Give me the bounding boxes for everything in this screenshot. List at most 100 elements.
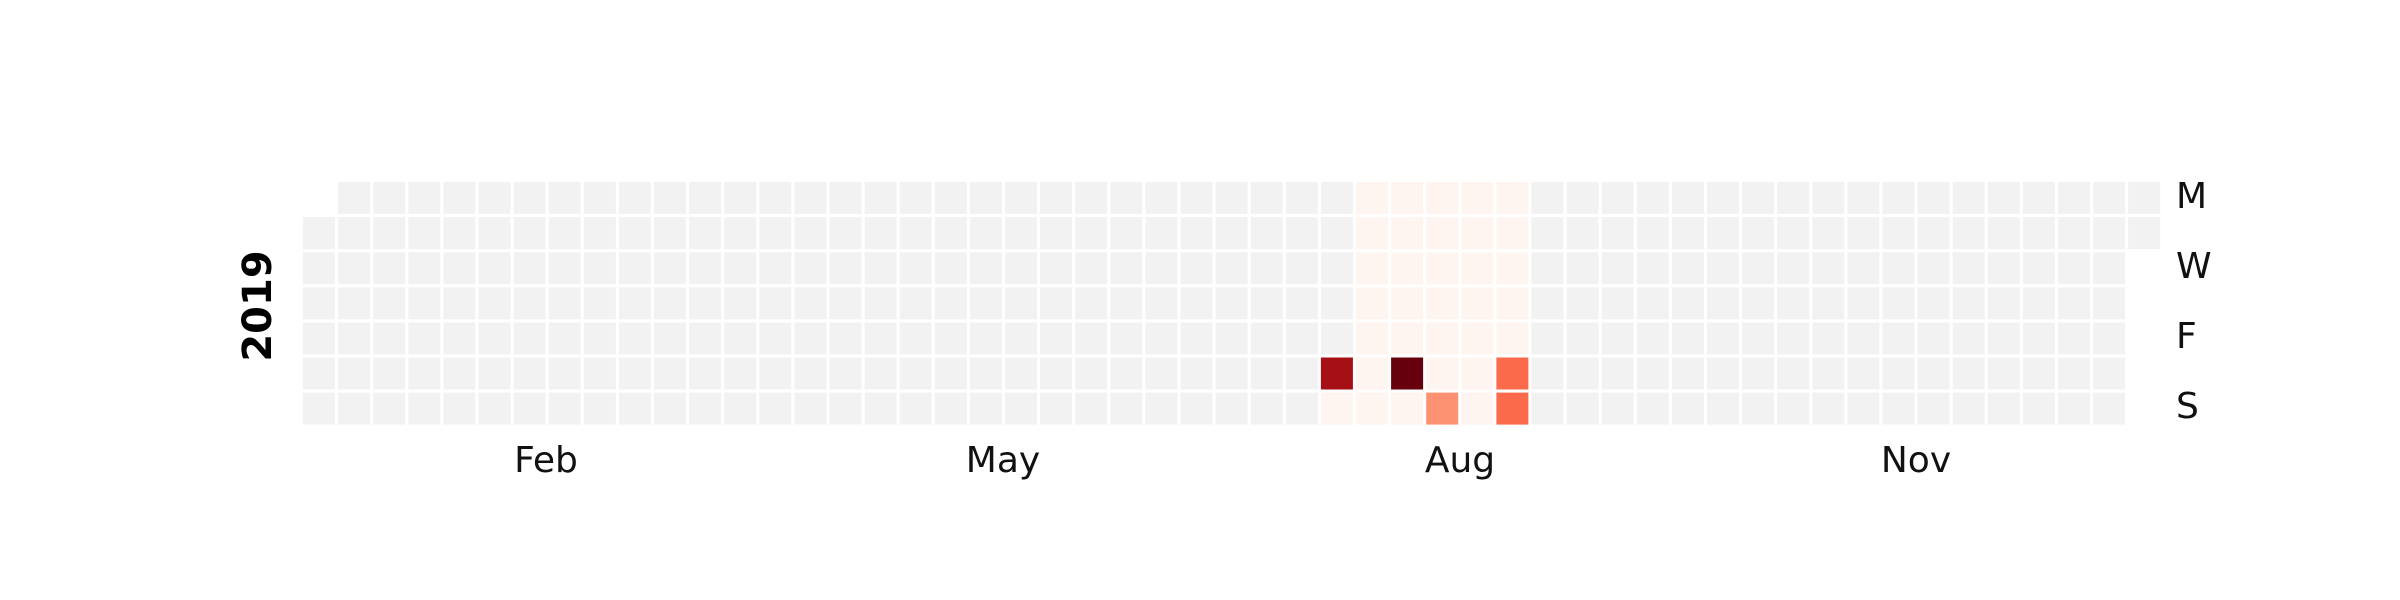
day-cell-2019-04-15	[829, 182, 862, 214]
day-cell-2019-04-19	[829, 322, 862, 355]
day-cell-2019-12-08	[1987, 392, 2020, 425]
day-cell-2019-10-17	[1742, 287, 1775, 320]
day-cell-2019-01-13	[338, 392, 371, 425]
day-cell-2019-10-14	[1742, 182, 1775, 214]
day-cell-2019-12-09	[2022, 182, 2055, 214]
day-cell-2019-09-12	[1566, 287, 1599, 320]
day-cell-2019-02-22	[548, 322, 581, 355]
day-cell-2019-06-29	[1180, 357, 1213, 390]
day-cell-2019-01-27	[408, 392, 441, 425]
month-label-feb: Feb	[514, 440, 578, 481]
day-cell-2019-03-04	[618, 182, 651, 214]
year-label: 2019	[235, 250, 281, 361]
day-cell-2019-02-07	[478, 287, 511, 320]
day-cell-2019-12-21	[2058, 357, 2090, 390]
day-cell-2019-04-05	[759, 322, 792, 355]
day-cell-2019-01-19	[373, 357, 406, 390]
day-cell-2019-04-07	[759, 392, 792, 425]
day-cell-2019-11-19	[1917, 217, 1950, 250]
day-cell-2019-03-09	[618, 357, 651, 390]
day-cell-2019-07-01	[1215, 182, 1248, 214]
day-cell-2019-12-27	[2093, 322, 2126, 355]
day-cell-2019-06-09	[1075, 392, 1108, 425]
day-cell-2019-08-19	[1461, 182, 1494, 214]
day-cell-2019-08-15	[1426, 287, 1459, 320]
day-cell-2019-12-28	[2093, 357, 2126, 390]
day-cell-2019-05-06	[934, 182, 967, 214]
day-cell-2019-02-26	[583, 217, 616, 250]
day-cell-2019-06-16	[1110, 392, 1143, 425]
day-cell-2019-05-24	[1005, 322, 1037, 355]
day-cell-2019-08-02	[1356, 322, 1388, 355]
day-cell-2019-02-24	[548, 392, 581, 425]
day-cell-2019-02-20	[548, 252, 581, 285]
day-cell-2019-08-12	[1426, 182, 1459, 214]
day-cell-2019-12-01	[1952, 392, 1985, 425]
day-cell-2019-08-10	[1391, 357, 1424, 390]
day-cell-2019-09-07	[1531, 357, 1564, 390]
day-cell-2019-11-21	[1917, 287, 1950, 320]
day-cell-2019-11-03	[1812, 392, 1845, 425]
day-cell-2019-02-21	[548, 287, 581, 320]
day-cell-2019-03-19	[689, 217, 722, 250]
day-cell-2019-12-02	[1987, 182, 2020, 214]
day-cell-2019-11-02	[1812, 357, 1845, 390]
day-cell-2019-07-20	[1285, 357, 1318, 390]
day-cell-2019-08-05	[1391, 182, 1424, 214]
day-cell-2019-09-24	[1636, 217, 1669, 250]
day-cell-2019-05-18	[969, 357, 1002, 390]
day-cell-2019-02-03	[443, 392, 476, 425]
day-cell-2019-05-12	[934, 392, 967, 425]
day-cell-2019-08-28	[1496, 252, 1529, 285]
day-cell-2019-02-16	[513, 357, 546, 390]
day-cell-2019-01-06	[303, 392, 335, 425]
day-cell-2019-01-05	[303, 357, 335, 390]
day-cell-2019-05-09	[934, 287, 967, 320]
day-cell-2019-11-04	[1847, 182, 1880, 214]
day-cell-2019-03-12	[654, 217, 686, 250]
day-cell-2019-08-11	[1391, 392, 1424, 425]
day-cell-2019-12-29	[2093, 392, 2126, 425]
day-cell-2019-03-26	[724, 217, 757, 250]
day-cell-2019-08-22	[1461, 287, 1494, 320]
day-cell-2019-07-26	[1320, 322, 1353, 355]
day-cell-2019-09-15	[1566, 392, 1599, 425]
month-label-aug: Aug	[1425, 440, 1495, 481]
day-cell-2019-11-24	[1917, 392, 1950, 425]
day-cell-2019-02-19	[548, 217, 581, 250]
day-cell-2019-12-24	[2093, 217, 2126, 250]
day-cell-2019-07-22	[1320, 182, 1353, 214]
day-cell-2019-11-17	[1882, 392, 1915, 425]
day-cell-2019-08-21	[1461, 252, 1494, 285]
day-cell-2019-03-03	[583, 392, 616, 425]
day-cell-2019-11-09	[1847, 357, 1880, 390]
day-cell-2019-10-18	[1742, 322, 1775, 355]
day-cell-2019-01-15	[373, 217, 406, 250]
day-cell-2019-06-06	[1075, 287, 1108, 320]
day-cell-2019-05-26	[1005, 392, 1037, 425]
day-cell-2019-02-28	[583, 287, 616, 320]
day-cell-2019-06-08	[1075, 357, 1108, 390]
day-cell-2019-05-07	[934, 217, 967, 250]
day-cell-2019-06-22	[1145, 357, 1178, 390]
day-cell-2019-05-21	[1005, 217, 1037, 250]
day-cell-2019-05-08	[934, 252, 967, 285]
day-cell-2019-06-15	[1110, 357, 1143, 390]
day-cell-2019-03-28	[724, 287, 757, 320]
day-cell-2019-01-14	[373, 182, 406, 214]
day-cell-2019-09-19	[1601, 287, 1634, 320]
day-cell-2019-06-01	[1040, 357, 1073, 390]
day-cell-2019-08-09	[1391, 322, 1424, 355]
day-cell-2019-02-04	[478, 182, 511, 214]
day-cell-2019-11-10	[1847, 392, 1880, 425]
day-cell-2019-12-14	[2022, 357, 2055, 390]
day-cell-2019-01-29	[443, 217, 476, 250]
day-cell-2019-05-10	[934, 322, 967, 355]
day-cell-2019-09-28	[1636, 357, 1669, 390]
day-cell-2019-03-23	[689, 357, 722, 390]
day-cell-2019-08-18	[1426, 392, 1459, 425]
day-cell-2019-11-23	[1917, 357, 1950, 390]
day-cell-2019-09-25	[1636, 252, 1669, 285]
day-cell-2019-09-26	[1636, 287, 1669, 320]
day-cell-2019-06-23	[1145, 392, 1178, 425]
